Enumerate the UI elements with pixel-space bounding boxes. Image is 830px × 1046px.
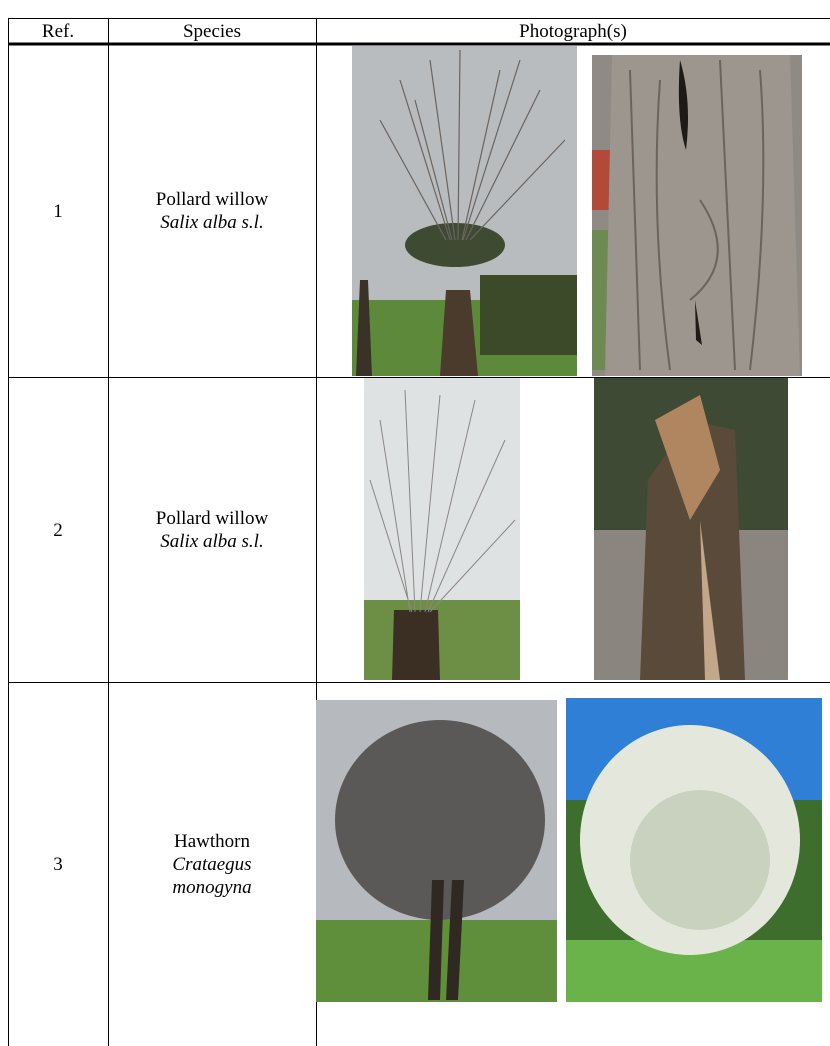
common-name: Hawthorn bbox=[174, 831, 250, 852]
ref-cell: 2 bbox=[53, 519, 63, 541]
photo bbox=[566, 698, 822, 1002]
ref-cell: 3 bbox=[53, 854, 63, 875]
header-cell: Photograph(s) bbox=[519, 20, 627, 42]
photo bbox=[316, 700, 557, 1002]
table-borders bbox=[8, 18, 830, 1046]
photo bbox=[594, 378, 788, 680]
species-cell: Pollard willow Salix alba s.l. bbox=[108, 45, 316, 377]
ref-cell: 1 bbox=[53, 200, 63, 222]
scientific-name: Salix alba s.l. bbox=[160, 212, 264, 233]
species-cell: Pollard willow Salix alba s.l. bbox=[108, 378, 316, 682]
photo bbox=[352, 46, 577, 376]
scientific-name: Salix alba s.l. bbox=[160, 531, 264, 552]
common-name: Pollard willow bbox=[155, 189, 269, 210]
scientific-name: Crataegus monogyna bbox=[172, 854, 252, 898]
header-cell: Species bbox=[182, 20, 242, 42]
species-cell: Hawthorn Crataegus monogyna bbox=[108, 683, 316, 1046]
common-name: Pollard willow bbox=[155, 508, 269, 529]
header-cell: Ref. bbox=[41, 20, 75, 42]
photo bbox=[364, 378, 520, 680]
photo bbox=[592, 55, 802, 376]
